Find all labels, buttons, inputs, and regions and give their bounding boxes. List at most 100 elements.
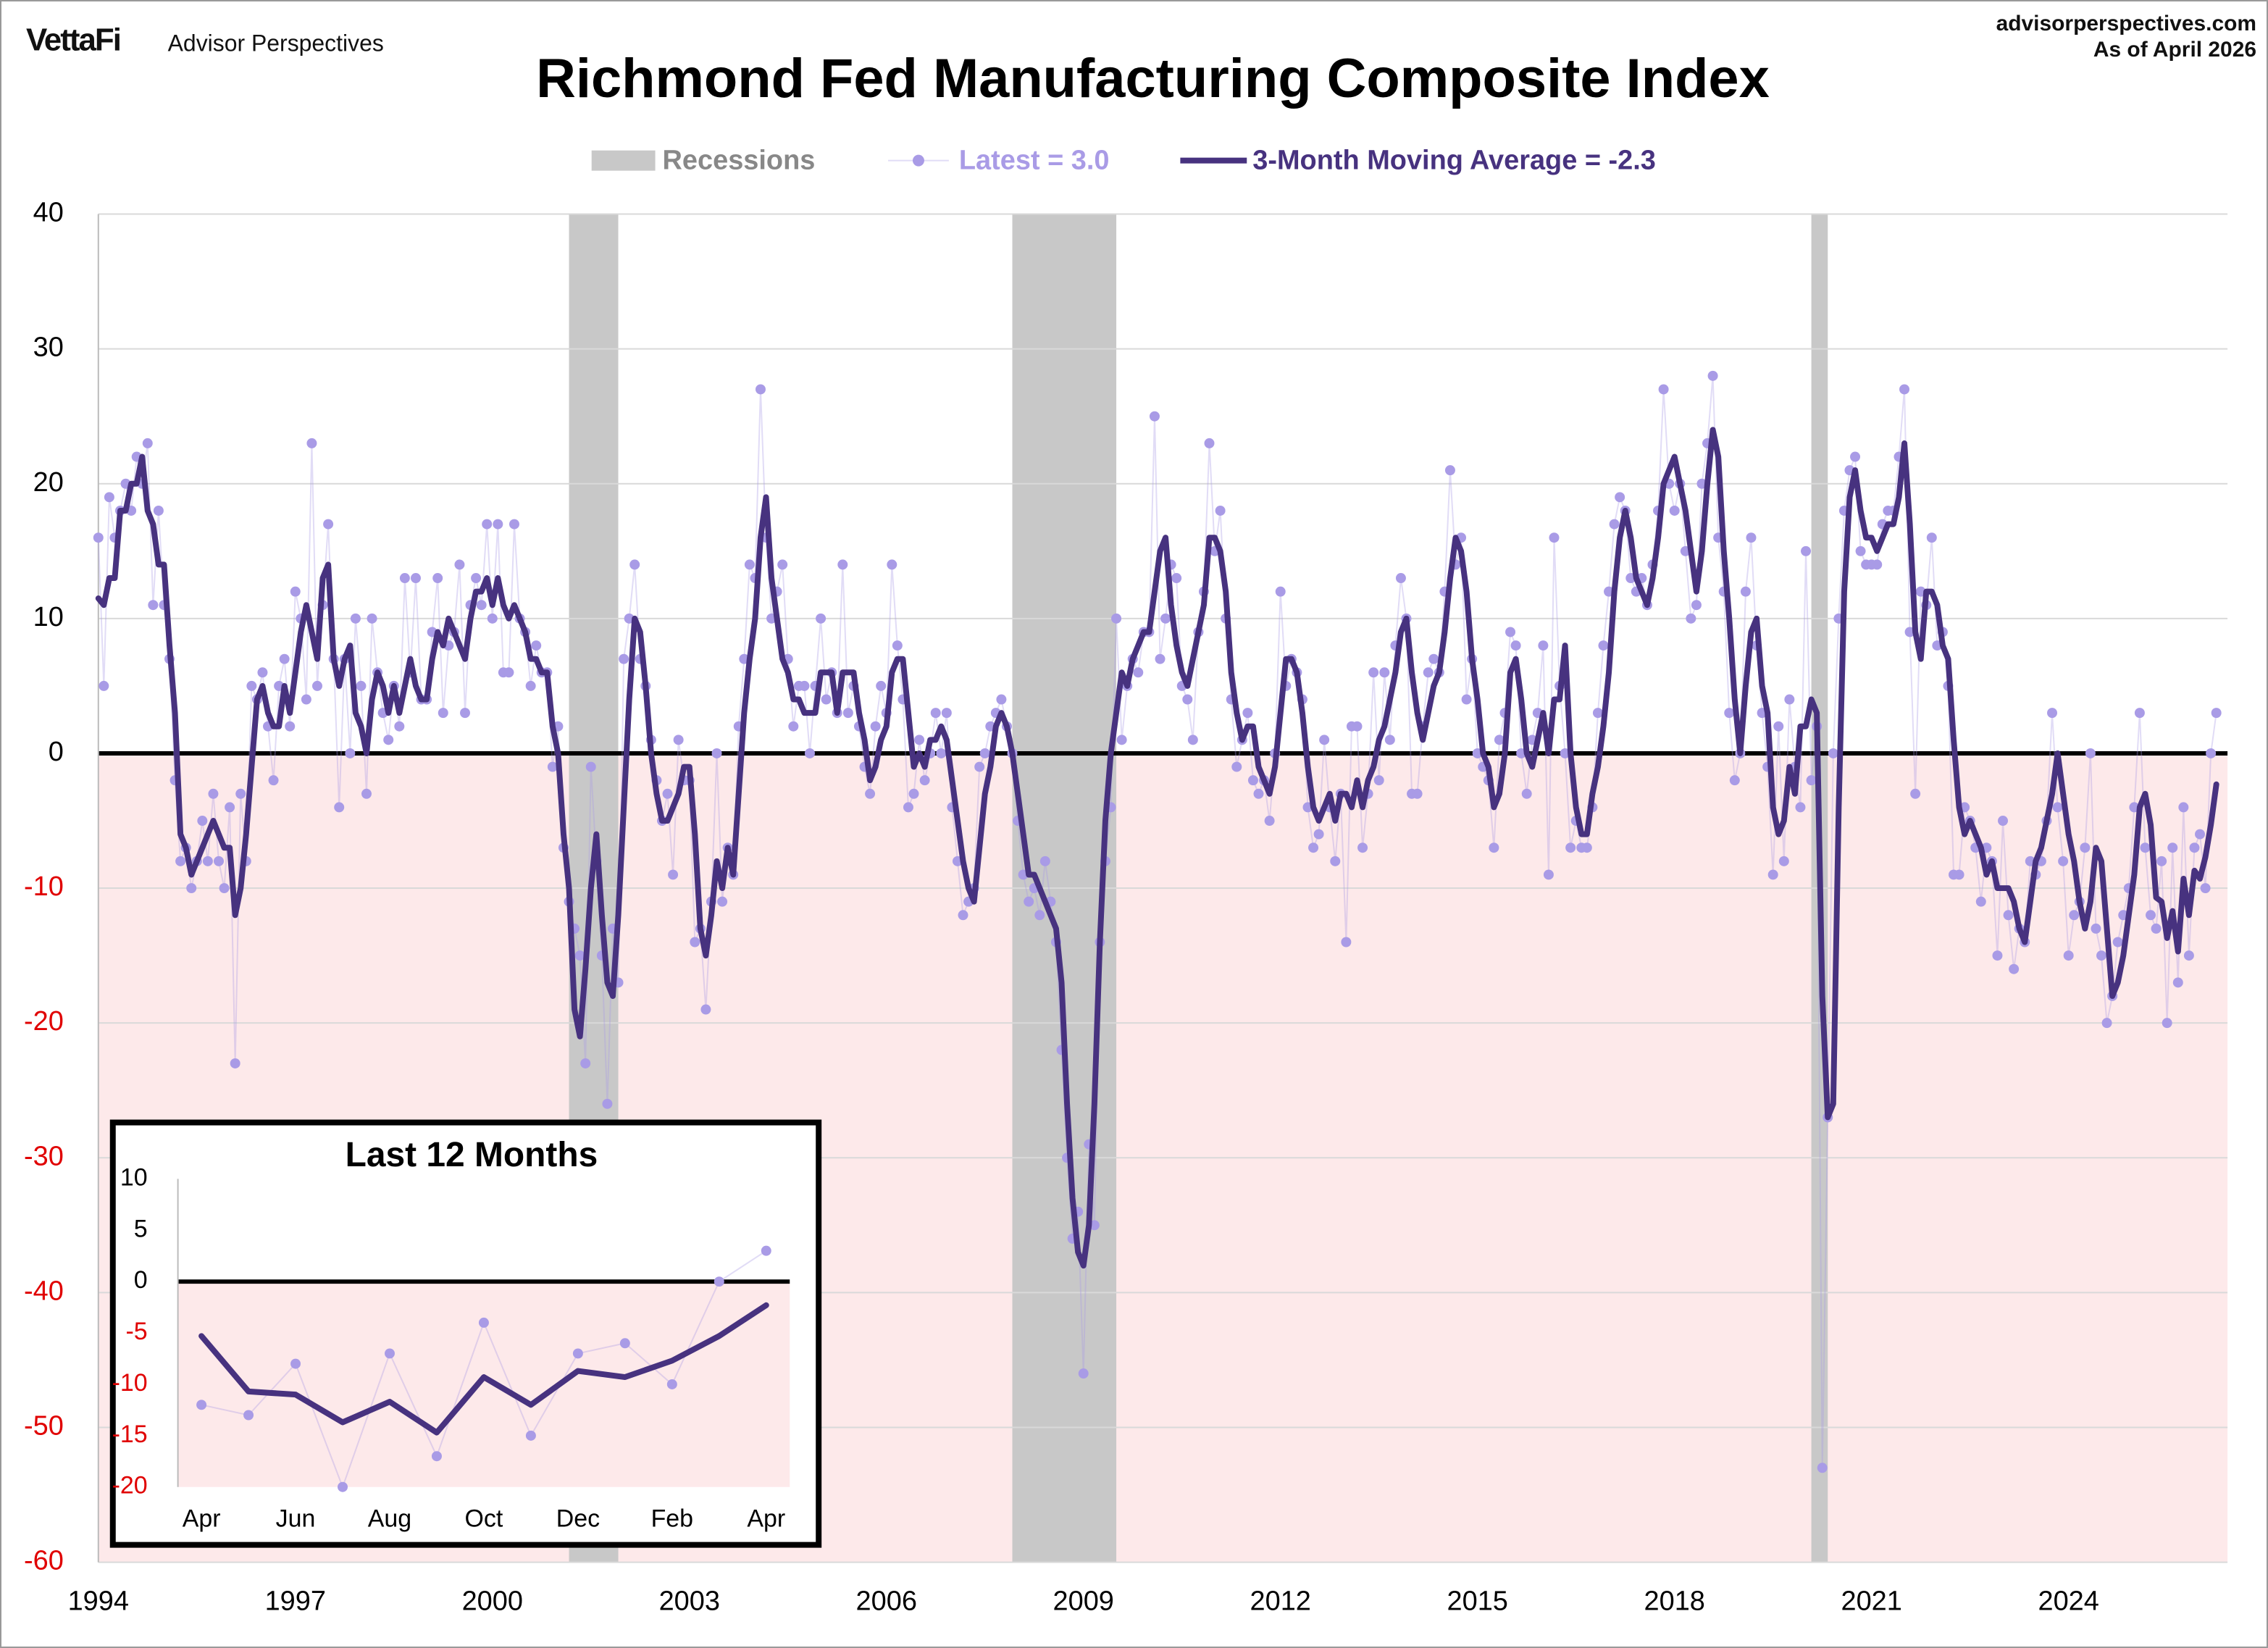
data-point: [268, 775, 279, 786]
data-point: [142, 438, 153, 448]
data-point: [104, 492, 114, 503]
data-point: [1828, 748, 1838, 758]
data-point: [493, 519, 503, 530]
data-point: [1379, 667, 1390, 678]
data-point: [2091, 923, 2101, 934]
data-point: [908, 788, 919, 799]
data-point: [629, 559, 640, 570]
data-point: [1384, 735, 1395, 745]
data-point: [230, 1058, 240, 1068]
x-tick-label: 1994: [68, 1586, 129, 1616]
legend-label: Recessions: [663, 146, 816, 176]
inset-title: Last 12 Months: [346, 1136, 598, 1174]
data-point: [1801, 545, 1812, 556]
data-point: [1242, 708, 1253, 719]
data-point: [1116, 735, 1127, 745]
data-point: [338, 1481, 348, 1492]
data-point: [2146, 910, 2156, 921]
y-tick-label: 0: [134, 1266, 148, 1294]
x-tick-label: Apr: [183, 1505, 221, 1533]
data-point: [208, 788, 219, 799]
y-tick-label: -10: [24, 871, 64, 902]
data-point: [2206, 748, 2217, 758]
data-point: [471, 573, 482, 584]
y-tick-label: -10: [112, 1369, 148, 1397]
data-point: [903, 802, 913, 813]
legend-label: 3-Month Moving Average = -2.3: [1252, 146, 1656, 176]
data-point: [1373, 775, 1384, 786]
data-point: [175, 856, 186, 866]
series-line: [95, 427, 2219, 1269]
data-point: [2183, 950, 2194, 961]
data-point: [478, 1317, 489, 1328]
data-point: [2189, 842, 2200, 853]
data-point: [1308, 842, 1319, 853]
data-point: [865, 788, 876, 799]
y-tick-label: -20: [24, 1006, 64, 1037]
data-point: [2080, 842, 2091, 853]
x-tick-label: 2021: [1841, 1586, 1902, 1616]
as-of: As of April 2026: [2093, 38, 2256, 62]
data-point: [279, 653, 290, 664]
data-point: [334, 802, 345, 813]
data-point: [1549, 532, 1560, 543]
data-point: [196, 1400, 207, 1410]
y-tick-label: -40: [24, 1276, 64, 1306]
data-point: [1423, 667, 1434, 678]
data-point: [148, 600, 159, 611]
data-point: [2178, 802, 2189, 813]
data-point: [503, 667, 514, 678]
y-tick-label: 10: [120, 1163, 148, 1191]
data-point: [487, 613, 498, 624]
data-point: [1784, 694, 1795, 705]
data-point: [979, 748, 990, 758]
data-point: [285, 721, 296, 732]
data-point: [1330, 856, 1341, 866]
data-point: [941, 708, 952, 719]
data-point: [1253, 788, 1264, 799]
data-point: [1494, 735, 1505, 745]
y-tick-label: 30: [33, 332, 64, 363]
data-point: [619, 1338, 630, 1349]
legend-swatch: [912, 154, 924, 167]
data-point: [394, 721, 405, 732]
data-point: [572, 1348, 583, 1359]
data-point: [1111, 613, 1122, 624]
data-point: [1538, 640, 1549, 651]
data-point: [361, 788, 372, 799]
legend-label: Latest = 3.0: [959, 146, 1110, 176]
data-point: [887, 559, 897, 570]
data-point: [711, 748, 722, 758]
data-point: [197, 816, 208, 826]
data-point: [1581, 842, 1592, 853]
data-point: [1899, 384, 1910, 395]
data-point: [432, 573, 443, 584]
data-point: [345, 748, 356, 758]
data-point: [1319, 735, 1330, 745]
data-point: [1034, 910, 1045, 921]
data-point: [202, 856, 213, 866]
data-point: [1609, 519, 1620, 530]
data-point: [2052, 802, 2063, 813]
data-point: [816, 613, 827, 624]
series-line: [198, 1302, 769, 1436]
data-point: [1510, 640, 1521, 651]
data-point: [1658, 384, 1669, 395]
data-point: [1149, 411, 1160, 422]
data-point: [1872, 559, 1883, 570]
x-tick-label: 2024: [2038, 1586, 2098, 1616]
data-point: [1412, 788, 1423, 799]
data-point: [93, 532, 104, 543]
data-point: [919, 775, 930, 786]
data-point: [186, 883, 197, 894]
data-point: [1855, 545, 1866, 556]
data-point: [1707, 370, 1718, 381]
data-point: [1039, 856, 1050, 866]
data-point: [1155, 653, 1166, 664]
data-point: [2085, 748, 2096, 758]
data-point: [1592, 708, 1603, 719]
data-point: [438, 708, 448, 719]
data-point: [2195, 829, 2205, 840]
x-tick-label: Feb: [651, 1505, 693, 1533]
